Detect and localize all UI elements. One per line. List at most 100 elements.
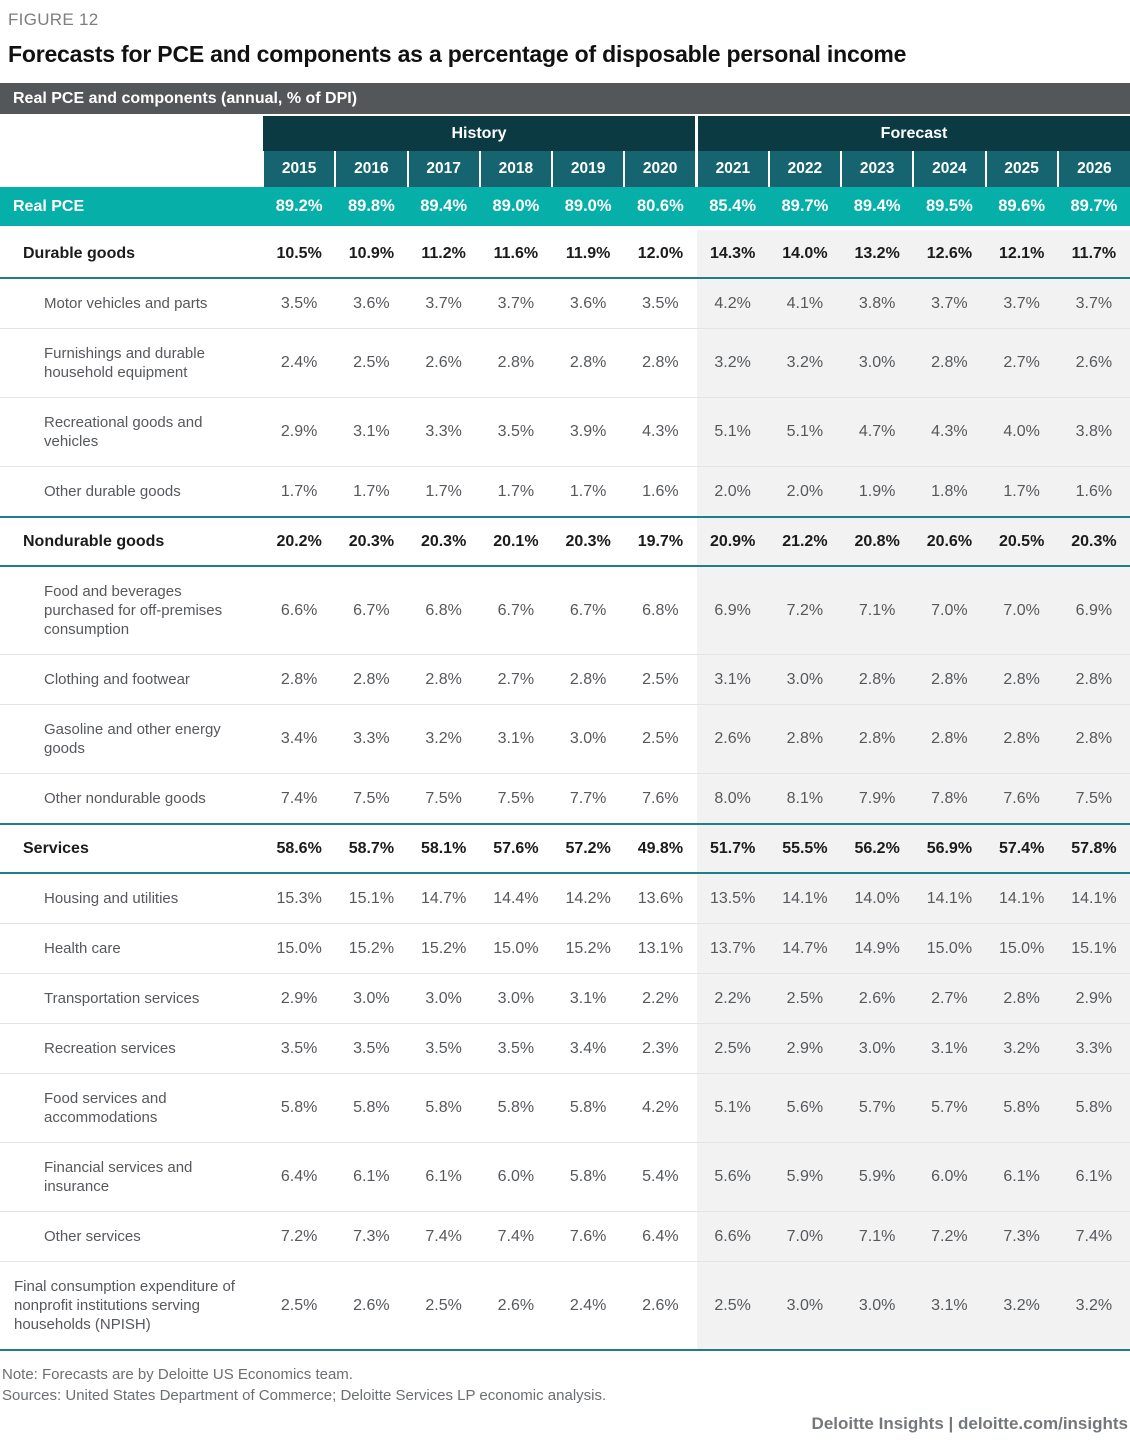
value-cell: 13.2%: [841, 228, 914, 279]
value-cell: 2.8%: [913, 654, 986, 705]
value-cell: 2.8%: [624, 328, 697, 398]
notes-block: Note: Forecasts are by Deloitte US Econo…: [2, 1364, 1130, 1407]
value-cell: 2.8%: [479, 328, 552, 398]
value-cell: 2.6%: [479, 1261, 552, 1351]
value-cell: 2.8%: [985, 654, 1058, 705]
year-header-2020: 2020: [623, 151, 697, 187]
row-label: Recreational goods and vehicles: [44, 414, 203, 450]
value-cell: 13.1%: [624, 923, 697, 974]
value-cell: 11.7%: [1057, 228, 1130, 279]
value-cell: 3.7%: [479, 277, 552, 329]
value-cell: 3.1%: [696, 654, 769, 705]
value-cell: 5.8%: [479, 1073, 552, 1143]
value-cell: 3.2%: [985, 1261, 1058, 1351]
value-cell: 2.9%: [263, 397, 336, 467]
value-cell: 3.2%: [768, 328, 841, 398]
value-cell: 5.8%: [985, 1073, 1058, 1143]
row-label: Other services: [44, 1228, 141, 1245]
value-cell: 2.5%: [335, 328, 408, 398]
value-cell: 2.8%: [552, 328, 625, 398]
value-cell: 7.4%: [1057, 1211, 1130, 1262]
value-cell: 3.8%: [841, 277, 914, 329]
value-cell: 3.2%: [696, 328, 769, 398]
value-cell: 2.8%: [335, 654, 408, 705]
year-header-2018: 2018: [478, 151, 552, 187]
value-cell: 3.0%: [841, 328, 914, 398]
value-cell: 3.0%: [841, 1023, 914, 1074]
value-cell: 20.2%: [263, 516, 336, 567]
value-cell: 89.5%: [913, 187, 986, 230]
value-cell: 3.7%: [407, 277, 480, 329]
value-cell: 2.5%: [696, 1261, 769, 1351]
value-cell: 15.2%: [552, 923, 625, 974]
value-cell: 6.4%: [263, 1142, 336, 1212]
value-cell: 7.2%: [263, 1211, 336, 1262]
value-cell: 2.8%: [263, 654, 336, 705]
value-cell: 14.0%: [768, 228, 841, 279]
value-cell: 3.1%: [913, 1261, 986, 1351]
value-cell: 10.5%: [263, 228, 336, 279]
value-cell: 20.3%: [1057, 516, 1130, 567]
value-cell: 7.7%: [552, 773, 625, 824]
year-header-2024: 2024: [912, 151, 986, 187]
value-cell: 20.3%: [552, 516, 625, 567]
value-cell: 6.9%: [1057, 565, 1130, 655]
value-cell: 20.3%: [335, 516, 408, 567]
year-header-2021: 2021: [694, 151, 769, 187]
value-cell: 2.8%: [407, 654, 480, 705]
value-cell: 1.8%: [913, 466, 986, 517]
value-cell: 7.1%: [841, 1211, 914, 1262]
value-cell: 7.8%: [913, 773, 986, 824]
value-cell: 3.6%: [552, 277, 625, 329]
year-header-2022: 2022: [767, 151, 841, 187]
row-label: Health care: [44, 940, 121, 957]
row-label: Real PCE: [13, 198, 85, 215]
table-row: Nondurable goods 20.2% 20.3% 20.3% 20.1% 20.3…: [0, 516, 1130, 567]
value-cell: 51.7%: [696, 823, 769, 874]
value-cell: 5.7%: [841, 1073, 914, 1143]
row-label: Financial services and insurance: [44, 1159, 193, 1195]
value-cell: 5.7%: [913, 1073, 986, 1143]
value-cell: 2.5%: [624, 654, 697, 705]
value-cell: 14.0%: [841, 872, 914, 924]
value-cell: 2.5%: [696, 1023, 769, 1074]
value-cell: 3.1%: [479, 704, 552, 774]
value-cell: 1.7%: [985, 466, 1058, 517]
table-row: Motor vehicles and parts 3.5% 3.6% 3.7% 3.7%…: [0, 277, 1130, 329]
value-cell: 3.1%: [335, 397, 408, 467]
table-row: Services 58.6% 58.7% 58.1% 57.6% 57.2% 49.8% 51…: [0, 823, 1130, 874]
value-cell: 5.6%: [696, 1142, 769, 1212]
value-cell: 12.1%: [985, 228, 1058, 279]
value-cell: 3.2%: [985, 1023, 1058, 1074]
value-cell: 2.6%: [624, 1261, 697, 1351]
pce-table: History Forecast 2015 2016 2017 2018 2019 202…: [0, 116, 1130, 1351]
value-cell: 3.0%: [407, 973, 480, 1024]
row-label: Final consumption expenditure of nonprof…: [14, 1278, 235, 1333]
row-label: Other nondurable goods: [44, 790, 206, 807]
value-cell: 7.0%: [768, 1211, 841, 1262]
value-cell: 2.6%: [335, 1261, 408, 1351]
value-cell: 2.0%: [696, 466, 769, 517]
value-cell: 89.6%: [985, 187, 1058, 230]
value-cell: 3.4%: [552, 1023, 625, 1074]
year-header-2025: 2025: [984, 151, 1058, 187]
note-line: Note: Forecasts are by Deloitte US Econo…: [2, 1366, 353, 1383]
value-cell: 57.6%: [479, 823, 552, 874]
table-row: Furnishings and durable household equipm…: [0, 328, 1130, 398]
value-cell: 2.8%: [768, 704, 841, 774]
value-cell: 7.2%: [913, 1211, 986, 1262]
value-cell: 2.6%: [696, 704, 769, 774]
value-cell: 15.0%: [985, 923, 1058, 974]
value-cell: 89.0%: [479, 187, 552, 230]
value-cell: 5.6%: [768, 1073, 841, 1143]
value-cell: 2.6%: [407, 328, 480, 398]
row-label: Clothing and footwear: [44, 671, 190, 688]
value-cell: 2.6%: [841, 973, 914, 1024]
value-cell: 2.0%: [768, 466, 841, 517]
row-label: Other durable goods: [44, 483, 181, 500]
table-row: Transportation services 2.9% 3.0% 3.0% 3.0% 3…: [0, 973, 1130, 1024]
value-cell: 2.2%: [696, 973, 769, 1024]
value-cell: 3.6%: [335, 277, 408, 329]
value-cell: 15.2%: [335, 923, 408, 974]
